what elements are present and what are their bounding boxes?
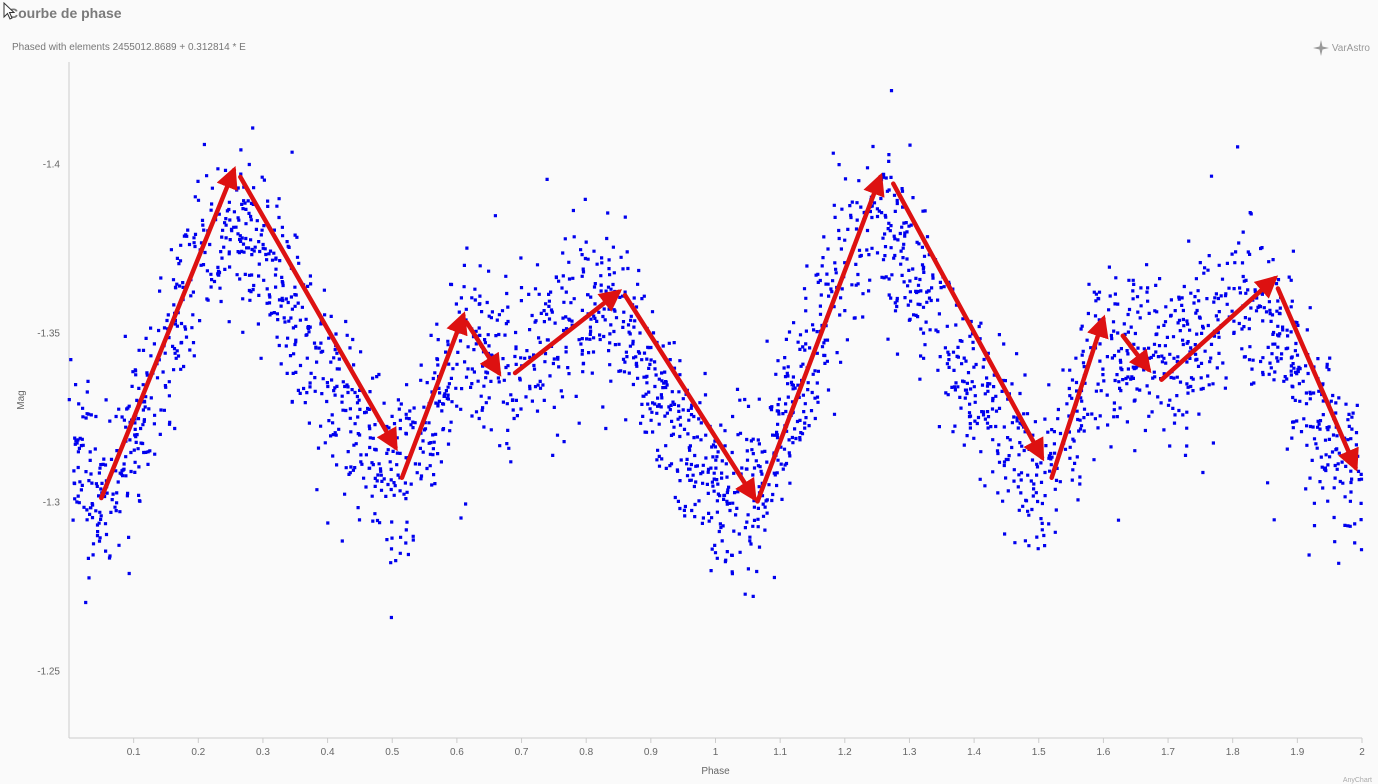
annotation-arrow [1159, 275, 1279, 382]
annotation-arrow [99, 165, 238, 501]
x-tick-label: 1.3 [902, 747, 916, 758]
x-tick-label: 0.2 [191, 747, 205, 758]
y-tick-label: -1.35 [37, 328, 60, 339]
x-tick-label: 1.1 [773, 747, 787, 758]
x-tick-label: 0.1 [127, 747, 141, 758]
annotation-arrow [1120, 333, 1152, 374]
x-axis-title: Phase [701, 766, 730, 777]
chart-credit: AnyChart [1342, 777, 1372, 784]
x-tick-label: 0.8 [579, 747, 593, 758]
y-tick-label: -1.3 [43, 497, 61, 508]
x-tick-label: 0.5 [385, 747, 399, 758]
annotation-arrow [1275, 286, 1359, 472]
x-tick-label: 1.8 [1226, 747, 1240, 758]
x-tick-label: 1.9 [1290, 747, 1304, 758]
annotation-arrow [399, 311, 468, 480]
annotation-arrow [238, 174, 398, 452]
annotation-arrow [755, 172, 885, 504]
y-tick-label: -1.4 [43, 159, 61, 170]
x-tick-label: 0.6 [450, 747, 464, 758]
x-tick-label: 0.9 [644, 747, 658, 758]
brand-logo[interactable]: VarAstro [1312, 40, 1370, 56]
brand-label: VarAstro [1331, 42, 1370, 54]
x-tick-label: 1.6 [1096, 747, 1110, 758]
chart-axes: 0.1 0.2 0.3 0.4 0.5 0.6 0.7 0.8 0.9 1 1.1 1.2 1.3 1.4… [37, 62, 1365, 758]
scatter-points [67, 89, 1364, 620]
x-tick-label: 2 [1359, 747, 1365, 758]
x-tick-label: 1.5 [1032, 747, 1046, 758]
mouse-cursor-icon [3, 2, 15, 20]
x-tick-label: 0.3 [256, 747, 270, 758]
x-tick-label: 1.4 [967, 747, 981, 758]
y-tick-label: -1.25 [37, 666, 60, 677]
y-axis-title: Mag [16, 390, 27, 409]
x-tick-label: 0.7 [515, 747, 529, 758]
page-title: Courbe de phase [8, 5, 122, 21]
annotation-arrow [512, 289, 623, 376]
chart-subtitle: Phased with elements 2455012.8689 + 0.31… [12, 42, 246, 53]
x-tick-label: 0.4 [321, 747, 335, 758]
compass-star-icon [1312, 40, 1329, 56]
scatter-point [67, 89, 1364, 620]
annotation-arrows [99, 165, 1359, 504]
annotation-arrow [622, 292, 757, 502]
x-tick-label: 1.7 [1161, 747, 1175, 758]
annotation-arrow [1049, 314, 1109, 480]
annotation-arrow [891, 181, 1045, 462]
annotation-arrow [464, 320, 502, 377]
x-tick-label: 1.2 [838, 747, 852, 758]
x-tick-label: 1 [713, 747, 719, 758]
